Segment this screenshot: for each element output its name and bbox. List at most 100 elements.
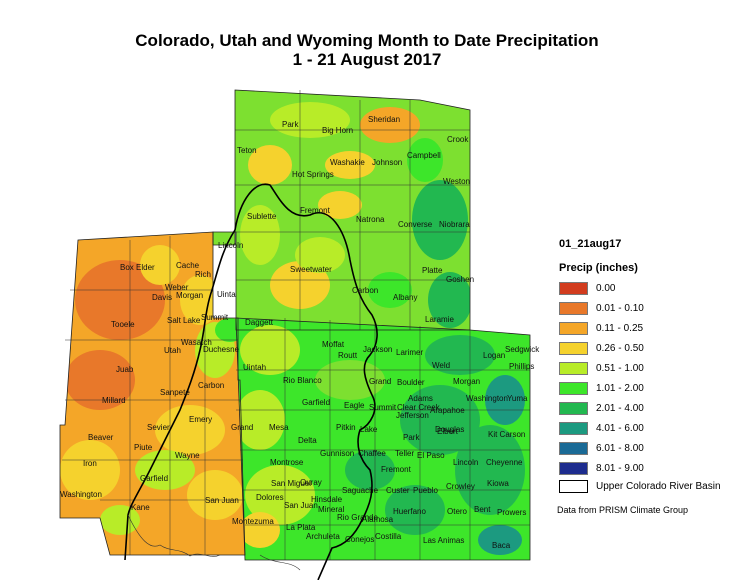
county-label: Prowers xyxy=(497,508,526,517)
county-label: Phillips xyxy=(509,362,534,371)
county-label: Platte xyxy=(422,266,443,275)
county-label: Weston xyxy=(443,177,470,186)
county-label: Beaver xyxy=(88,433,114,442)
county-label: Jackson xyxy=(363,345,392,354)
county-label: Converse xyxy=(398,220,433,229)
county-label: Pueblo xyxy=(413,486,438,495)
county-label: Teton xyxy=(237,146,257,155)
legend-swatch xyxy=(559,281,588,295)
county-label: Box Elder xyxy=(120,263,155,272)
county-label: Douglas xyxy=(435,425,464,434)
county-label: Crowley xyxy=(446,482,475,491)
county-label: Daggett xyxy=(245,318,274,327)
legend-entry: 0.51 - 1.00 xyxy=(559,361,644,375)
county-label: Otero xyxy=(447,507,468,516)
legend-swatch xyxy=(559,361,588,375)
county-label: Albany xyxy=(393,293,417,302)
county-label: Eagle xyxy=(344,401,365,410)
county-label: Weber xyxy=(165,283,189,292)
legend-swatch xyxy=(559,381,588,395)
legend-label: 1.01 - 2.00 xyxy=(596,382,644,394)
legend-label: 0.51 - 1.00 xyxy=(596,362,644,374)
county-label: Laramie xyxy=(425,315,454,324)
county-label: Utah xyxy=(164,346,181,355)
legend-label: 6.01 - 8.00 xyxy=(596,442,644,454)
county-label: Las Animas xyxy=(423,536,464,545)
county-label: Sheridan xyxy=(368,115,400,124)
legend-label: 4.01 - 6.00 xyxy=(596,422,644,434)
county-label: Baca xyxy=(492,541,511,550)
legend-entry: 2.01 - 4.00 xyxy=(559,401,644,415)
county-label: Larimer xyxy=(396,348,423,357)
county-label: Weld xyxy=(432,361,450,370)
county-label: Dolores xyxy=(256,493,284,502)
county-label: Lake xyxy=(360,425,378,434)
county-label: Fremont xyxy=(300,206,331,215)
county-label: Fremont xyxy=(381,465,412,474)
county-label: Routt xyxy=(338,351,358,360)
county-label: San Miguel xyxy=(271,479,311,488)
county-label: Grand xyxy=(369,377,391,386)
county-label: Sevier xyxy=(147,423,170,432)
county-label: Washington xyxy=(60,490,102,499)
county-label: Washington xyxy=(466,394,508,403)
county-label: Davis xyxy=(152,293,172,302)
county-label: Emery xyxy=(189,415,212,424)
county-label: Kiowa xyxy=(487,479,509,488)
county-label: Cache xyxy=(176,261,200,270)
county-label: Elbert xyxy=(437,427,459,436)
county-label: Summit xyxy=(369,403,397,412)
county-label: Jefferson xyxy=(396,411,429,420)
county-label: Piute xyxy=(134,443,153,452)
county-label: Rio Grande xyxy=(337,513,378,522)
county-label: Wasatch xyxy=(181,338,212,347)
county-label: Sedgwick xyxy=(505,345,540,354)
legend-entry: 0.11 - 0.25 xyxy=(559,321,643,335)
county-label: Lincoln xyxy=(453,458,478,467)
map-subtitle: 1 - 21 August 2017 xyxy=(292,50,442,69)
county-label: Arapahoe xyxy=(430,406,465,415)
county-label: Sanpete xyxy=(160,388,190,397)
legend-label: Upper Colorado River Basin xyxy=(596,480,721,492)
legend-entry: 6.01 - 8.00 xyxy=(559,441,644,455)
county-label: Park xyxy=(403,433,420,442)
legend-label: 2.01 - 4.00 xyxy=(596,402,644,414)
county-label: Duchesne xyxy=(203,345,240,354)
county-label: Niobrara xyxy=(439,220,470,229)
legend-entry: 1.01 - 2.00 xyxy=(559,381,644,395)
legend-label: 0.26 - 0.50 xyxy=(596,342,644,354)
county-label: Cheyenne xyxy=(486,458,523,467)
county-label: La Plata xyxy=(286,523,316,532)
colorado-region xyxy=(236,318,530,560)
county-label: Crook xyxy=(447,135,469,144)
legend-field-name: Precip (inches) xyxy=(559,262,638,274)
legend-swatch xyxy=(559,441,588,455)
legend-swatch xyxy=(559,301,588,315)
county-label: Archuleta xyxy=(306,532,340,541)
legend-label: 0.01 - 0.10 xyxy=(596,302,644,314)
legend-swatch xyxy=(559,421,588,435)
county-label: Carbon xyxy=(198,381,224,390)
county-label: Moffat xyxy=(322,340,345,349)
county-label: Tooele xyxy=(111,320,135,329)
county-label: Park xyxy=(282,120,299,129)
county-labels: Park Big Horn Sheridan Crook Teton Washa… xyxy=(60,115,540,550)
county-label: Johnson xyxy=(372,158,402,167)
county-label: Mineral xyxy=(318,505,344,514)
county-label: San Juan xyxy=(284,501,318,510)
utah-region xyxy=(60,232,245,555)
county-label: Adams xyxy=(408,394,433,403)
county-label: Uinta xyxy=(217,290,236,299)
county-label: Gunnison xyxy=(320,449,354,458)
legend-label: 8.01 - 9.00 xyxy=(596,462,644,474)
county-label: Rio Blanco xyxy=(283,376,322,385)
county-label: Wayne xyxy=(175,451,200,460)
county-label: San Juan xyxy=(205,496,239,505)
county-label: Delta xyxy=(298,436,317,445)
county-label: Logan xyxy=(483,351,505,360)
legend-entry: 4.01 - 6.00 xyxy=(559,421,644,435)
county-label: Rich xyxy=(195,270,211,279)
county-label: Custer xyxy=(386,486,410,495)
county-label: Goshen xyxy=(446,275,474,284)
